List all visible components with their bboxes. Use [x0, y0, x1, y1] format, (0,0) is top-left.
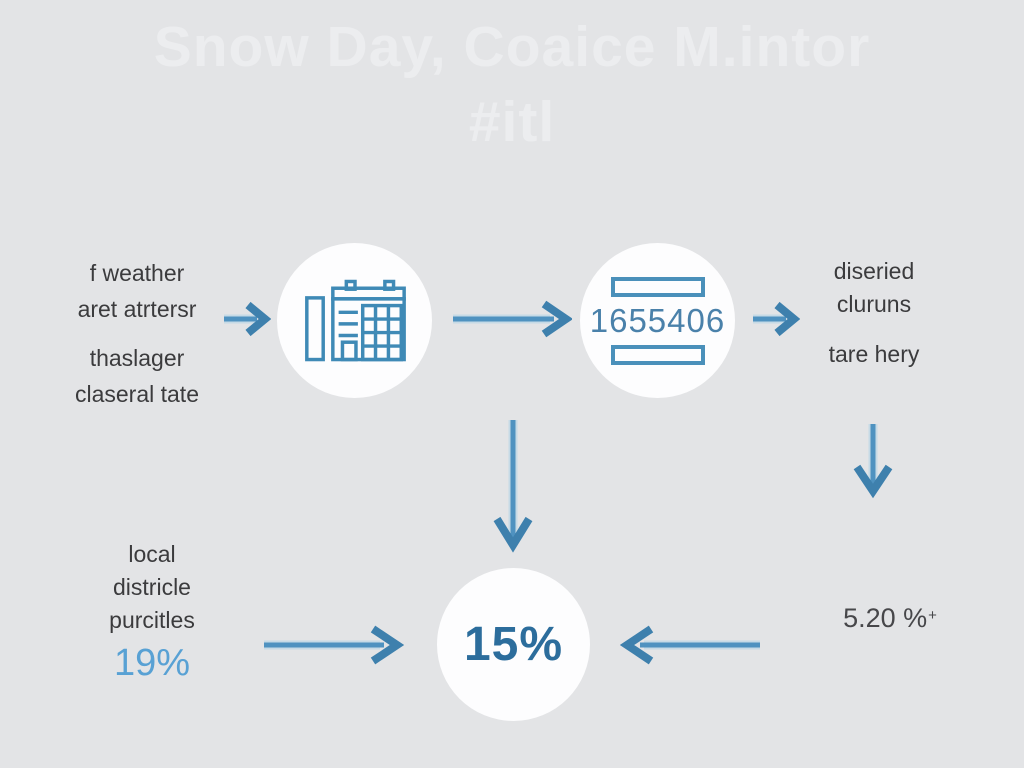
district-stat-label: local districle purcitles 19% [72, 538, 232, 685]
columns-label-line-3: tare hery [828, 341, 920, 367]
arrow-down-icon [853, 421, 893, 499]
building-node [277, 243, 432, 398]
arrow-right-icon [450, 299, 572, 339]
weather-label-line-4: claseral tate [74, 381, 199, 407]
columns-output-label: diseried cluruns tare hery [788, 255, 960, 384]
rate-value-plus: + [928, 607, 937, 624]
rate-value-number: 5.20 % [843, 603, 928, 633]
district-percent-value: 19% [113, 642, 191, 684]
arrow-right-icon [750, 299, 800, 339]
counter-node: 1655406 [580, 243, 735, 398]
arrow-right-icon [221, 299, 271, 339]
page-title: Snow Day, Coaice M.intor #itl [0, 10, 1024, 160]
result-percent-value: 15% [463, 618, 564, 671]
weather-label-line-3: thaslager [89, 345, 185, 371]
district-label-line-3: purcitles [109, 607, 195, 633]
district-label-line-1: local [128, 541, 176, 567]
rate-value: 5.20 %+ [795, 603, 985, 634]
title-line-2: #itl [468, 90, 556, 154]
weather-input-label: f weather aret atrtersr thaslager claser… [28, 255, 246, 425]
title-line-1: Snow Day, Coaice M.intor [153, 15, 871, 79]
counter-top-bar-icon [610, 276, 705, 297]
arrow-left-icon [620, 624, 764, 666]
arrow-right-icon [260, 624, 404, 666]
building-icon [304, 279, 406, 361]
arrow-down-icon [493, 417, 533, 553]
weather-label-line-1: f weather [89, 260, 185, 286]
counter-value: 1655406 [589, 301, 726, 339]
counter-bottom-bar-icon [610, 344, 705, 365]
columns-label-line-2: cluruns [836, 291, 912, 317]
columns-label-line-1: diseried [833, 258, 915, 284]
district-label-line-2: districle [113, 574, 191, 600]
weather-label-line-2: aret atrtersr [77, 296, 197, 322]
result-node: 15% [437, 568, 590, 721]
